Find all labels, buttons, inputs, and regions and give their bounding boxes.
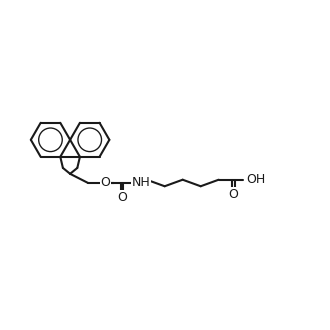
Text: O: O [228,188,238,201]
Text: NH: NH [132,177,150,189]
Text: O: O [117,191,127,204]
Text: OH: OH [247,173,266,186]
Text: O: O [100,177,110,189]
